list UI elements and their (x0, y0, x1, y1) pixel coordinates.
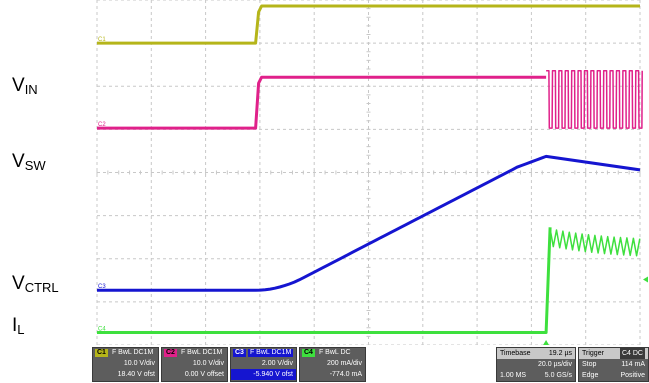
trigger-box[interactable]: Trigger C4 DC Stop 114 mA Edge Positive (578, 347, 649, 382)
trace-c4-ripple (549, 228, 641, 257)
channel-marker-c3: C3 (98, 284, 106, 290)
channel-offset: 18.40 V ofst (117, 371, 155, 378)
channel-flags: F BwL DC1M (111, 349, 154, 356)
channel-offset: 0.00 V offset (184, 371, 224, 378)
channel-markers: C1 C2 C3 C4 (98, 37, 648, 345)
trace-c2-switching (546, 69, 643, 129)
trace-c2 (97, 75, 547, 130)
channel-offset: -774.0 mA (329, 371, 362, 378)
il-label: IL (12, 315, 25, 337)
trigger-slope: Positive (620, 372, 645, 379)
channel-box-c4[interactable]: C4 F BwL DC 200 mA/div -774.0 mA (299, 347, 366, 382)
channel-scale: 10.0 V/div (192, 360, 224, 367)
channel-box-c3[interactable]: C3 F BwL DC1M 2.00 V/div -5.940 V ofst (230, 347, 297, 382)
channel-box-c1[interactable]: C1 F BwL DC1M 10.0 V/div 18.40 V ofst (92, 347, 159, 382)
channel-id: C4 (302, 349, 315, 357)
channel-offset: -5.940 V ofst (231, 369, 296, 380)
timebase-per-div: 20.0 µs/div (538, 361, 572, 368)
channel-flags: F BwL DC1M (180, 349, 223, 356)
vctrl-label: VCTRL (12, 273, 59, 295)
channel-id: C3 (233, 349, 246, 357)
channel-marker-c2: C2 (98, 122, 106, 128)
channel-scale: 10.0 V/div (123, 360, 155, 367)
oscilloscope-display: C1 C2 C3 C4 (96, 0, 648, 345)
channel-flags: F BwL DC1M (247, 349, 294, 357)
status-bar: C1 F BwL DC1M 10.0 V/div 18.40 V ofst C2 F… (92, 347, 649, 383)
trace-c4 (97, 227, 552, 334)
channel-scale: 200 mA/div (326, 360, 362, 367)
trace-c3 (97, 154, 641, 292)
trigger-label: Trigger (582, 350, 604, 357)
vsw-label: VSW (12, 151, 46, 173)
trigger-level-marker (643, 276, 648, 283)
trigger-mode: Stop (582, 361, 597, 368)
channel-marker-c4: C4 (98, 326, 106, 332)
trace-c1 (97, 4, 640, 45)
timebase-delay: 19.2 µs (548, 350, 572, 357)
channel-marker-c1: C1 (98, 37, 106, 43)
channel-id: C1 (95, 349, 108, 357)
vin-label: VIN (12, 75, 38, 97)
timebase-label: Timebase (500, 350, 531, 357)
trigger-type: Edge (582, 372, 599, 379)
trigger-level: 114 mA (621, 361, 645, 368)
channel-box-c2[interactable]: C2 F BwL DC1M 10.0 V/div 0.00 V offset (161, 347, 228, 382)
trigger-source-badge: C4 DC (619, 348, 645, 359)
timebase-rate: 5.0 GS/s (544, 372, 572, 379)
grid (96, 0, 641, 345)
traces (97, 4, 643, 334)
channel-scale: 2.00 V/div (261, 360, 293, 367)
channel-flags: F BwL DC (318, 349, 351, 356)
timebase-box[interactable]: Timebase 19.2 µs 20.0 µs/div 1.00 MS 5.0 G… (496, 347, 576, 382)
timebase-points: 1.00 MS (500, 372, 527, 379)
channel-id: C2 (164, 349, 177, 357)
trigger-time-marker (543, 340, 550, 345)
